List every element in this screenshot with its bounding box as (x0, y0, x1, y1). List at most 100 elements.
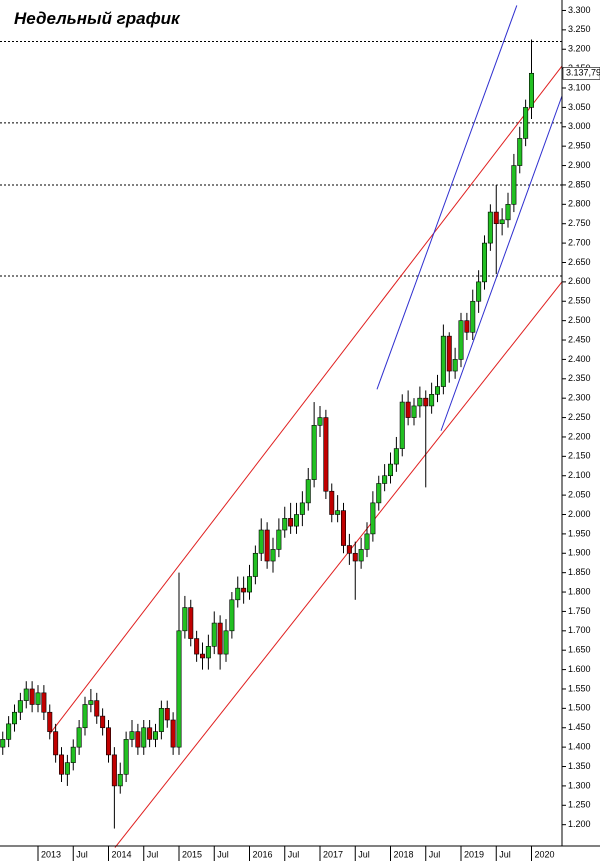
x-tick-label: 2019 (464, 849, 484, 859)
candle-body (364, 533, 370, 550)
candle-body (517, 138, 523, 166)
trend-line (114, 281, 563, 848)
y-tick-label: 1.550 (568, 683, 591, 693)
candle-body (147, 727, 153, 740)
candle-body (182, 607, 188, 632)
candle-body (429, 394, 435, 407)
y-tick-label: 2.250 (568, 412, 591, 422)
candle-body (352, 552, 358, 562)
candle-body (270, 549, 276, 562)
candle-body (82, 704, 88, 729)
candle-body (194, 638, 200, 655)
candle-body (464, 320, 470, 333)
candle-body (440, 335, 446, 387)
candle-body (458, 320, 464, 360)
last-price-box (562, 67, 600, 80)
y-tick-label: 1.700 (568, 625, 591, 635)
y-tick-label: 1.800 (568, 586, 591, 596)
candle-body (264, 529, 270, 562)
candle-body (358, 549, 364, 562)
x-tick-label: Jul (76, 849, 88, 859)
candle-body (76, 727, 82, 748)
candle-body (123, 739, 129, 775)
y-tick-label: 2.500 (568, 315, 591, 325)
candle-body (470, 300, 476, 333)
candle-body (29, 688, 35, 705)
candle-body (164, 708, 170, 721)
y-tick-label: 3.000 (568, 121, 591, 131)
candle-body (0, 739, 6, 748)
candle-body (452, 359, 458, 372)
candle-body (382, 475, 388, 484)
candle-body (153, 731, 159, 740)
candle-body (6, 723, 12, 740)
candle-body (106, 727, 112, 756)
candle-body (88, 700, 94, 705)
y-tick-label: 2.450 (568, 334, 591, 344)
candle-body (17, 700, 23, 713)
candle-body (223, 630, 229, 655)
candle-body (346, 545, 352, 554)
candle-body (141, 727, 147, 748)
candle-body (70, 746, 76, 763)
candle-body (317, 417, 323, 426)
y-tick-label: 2.850 (568, 179, 591, 189)
last-price-label: 3.137,79 (566, 68, 600, 78)
y-tick-label: 2.950 (568, 141, 591, 151)
candle-body (241, 587, 247, 593)
x-tick-label: Jul (358, 849, 370, 859)
candle-body (487, 211, 493, 244)
candle-body (323, 417, 329, 492)
x-tick-label: 2016 (253, 849, 273, 859)
candle-body (528, 72, 534, 108)
candle-body (176, 630, 182, 748)
y-tick-label: 3.100 (568, 82, 591, 92)
x-tick-label: Jul (147, 849, 159, 859)
candle-body (64, 762, 70, 775)
candle-body (247, 576, 253, 593)
y-tick-label: 2.650 (568, 257, 591, 267)
trend-line (376, 5, 518, 390)
y-tick-label: 1.300 (568, 780, 591, 790)
candle-body (329, 490, 335, 515)
candle-body (94, 700, 100, 717)
candle-body (205, 646, 211, 659)
candle-body (405, 401, 411, 418)
x-tick-label: 2020 (535, 849, 555, 859)
candle-body (200, 653, 206, 659)
candle-body (411, 405, 417, 418)
candle-body (111, 754, 117, 787)
y-tick-label: 2.000 (568, 509, 591, 519)
x-tick-label: 2014 (112, 849, 132, 859)
candle-body (12, 711, 18, 725)
y-tick-label: 2.750 (568, 218, 591, 228)
y-tick-label: 2.050 (568, 489, 591, 499)
y-tick-label: 1.900 (568, 548, 591, 558)
y-tick-label: 1.500 (568, 703, 591, 713)
candle-body (53, 731, 59, 756)
y-tick-label: 2.200 (568, 431, 591, 441)
candle-body (129, 731, 135, 740)
candle-body (523, 107, 529, 139)
candle-body (423, 397, 429, 407)
candle-body (35, 692, 41, 705)
candle-body (493, 211, 499, 225)
candle-body (299, 502, 305, 515)
trend-line (440, 95, 563, 431)
candle-body (417, 397, 423, 407)
candle-body (305, 479, 311, 504)
candle-body (258, 529, 264, 554)
candle-body (511, 165, 517, 205)
candle-body (47, 711, 53, 732)
candle-body (252, 552, 258, 577)
y-tick-label: 1.950 (568, 528, 591, 538)
candle-body (217, 622, 223, 655)
y-tick-label: 1.250 (568, 800, 591, 810)
candle-body (41, 692, 47, 713)
y-tick-label: 3.250 (568, 24, 591, 34)
candle-body (117, 773, 123, 787)
candle-body (499, 219, 505, 225)
candle-body (188, 607, 194, 639)
